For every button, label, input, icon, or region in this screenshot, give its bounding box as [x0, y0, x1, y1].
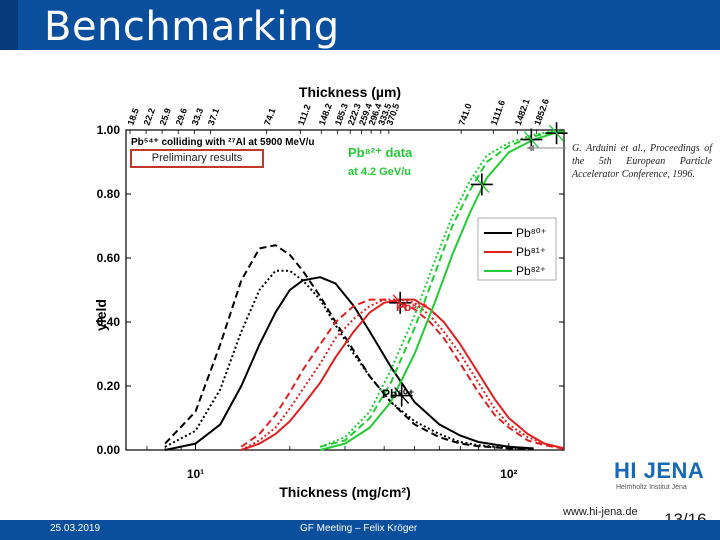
legend-entry: Pb⁸⁰⁺ — [516, 226, 547, 240]
top-tick-label: 74.1 — [262, 107, 277, 127]
slide-title: Benchmarking — [44, 4, 340, 50]
legend-entry: Pb⁸²⁺ — [516, 264, 546, 278]
top-tick-label: 18.5 — [125, 107, 140, 127]
top-tick-label: 25.9 — [158, 107, 173, 127]
y-tick-label: 0.60 — [97, 251, 121, 265]
y-tick-label: 0.20 — [97, 379, 121, 393]
top-tick-label: 111.2 — [296, 103, 313, 127]
preliminary-box: Preliminary results — [130, 149, 264, 168]
series-line-4 — [240, 298, 565, 450]
top-tick-label: 1852.6 — [532, 97, 551, 126]
y-tick-label: 0.00 — [97, 443, 121, 457]
y-tick-label: 0.80 — [97, 187, 121, 201]
hi-jena-logo: HI JENA — [614, 458, 705, 483]
data-point — [545, 122, 568, 145]
logo-subtitle: Helmholtz Institut Jena — [616, 484, 687, 491]
plot-frame — [125, 129, 565, 451]
annotation-pb81: Pb⁸¹⁺ — [396, 300, 427, 314]
top-tick-label: 29.6 — [174, 107, 189, 127]
x-tick-label: 10¹ — [187, 467, 204, 481]
legend-entry: Pb⁸¹⁺ — [516, 245, 546, 259]
top-tick-label: 741.0 — [457, 102, 474, 127]
footer-date: 25.03.2019 — [50, 523, 101, 534]
annotation-pb80: Pb⁸⁰⁺ — [382, 387, 414, 401]
series-line-5 — [240, 298, 565, 451]
y-axis-title: yield — [93, 299, 109, 331]
y-tick-label: 0.40 — [97, 315, 121, 329]
top-tick-label: 22.2 — [142, 107, 157, 127]
top-tick-label: 33.3 — [190, 107, 205, 127]
footer-bar — [0, 520, 720, 540]
x-tick-label: 10² — [500, 467, 517, 481]
footer-meeting: GF Meeting – Felix Kröger — [300, 523, 418, 534]
legend: Pb⁸⁰⁺ Pb⁸¹⁺ Pb⁸²⁺ — [477, 217, 557, 281]
series-line-7 — [319, 129, 565, 448]
data-point — [470, 173, 493, 196]
series-line-2 — [164, 269, 534, 450]
annotation-pb82-line2: at 4.2 GeV/u — [348, 166, 411, 178]
legend-box — [477, 217, 557, 281]
annotation-pb54: Pb⁵⁴⁺ colliding with ²⁷Al at 5900 MeV/u — [131, 137, 315, 148]
data-point — [389, 291, 412, 314]
top-tick-label: 1482.1 — [513, 97, 532, 126]
series-line-0 — [164, 276, 534, 451]
header-bar — [0, 0, 720, 50]
citation-text: G. Arduini et al., Proceedings of the 5t… — [572, 143, 712, 180]
footer-url[interactable]: www.hi-jena.de — [563, 506, 638, 518]
top-tick-label: 148.2 — [317, 102, 334, 127]
x-axis-title: Thickness (mg/cm²) — [279, 484, 410, 500]
top-axis-title: Thickness (µm) — [299, 84, 401, 100]
header-accent — [0, 0, 18, 50]
top-tick-label: 37.1 — [206, 107, 221, 127]
data-point — [390, 384, 413, 407]
citation-pointer-arrow — [526, 145, 534, 151]
top-tick-label: 1111.6 — [489, 99, 507, 127]
y-tick-label: 1.00 — [97, 123, 121, 137]
annotation-pb82-line1: Pb⁸²⁺ data — [348, 145, 413, 160]
